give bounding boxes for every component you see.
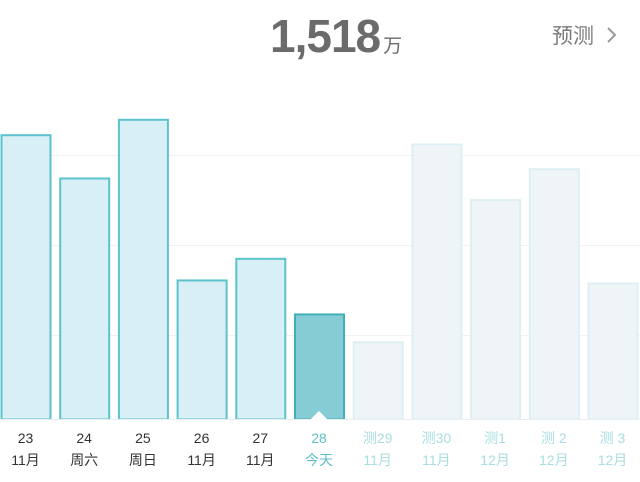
bar-6[interactable]	[352, 341, 404, 420]
tick-label-6: 测29 11月	[348, 420, 408, 471]
tick-label-9: 测 2 12月	[524, 420, 584, 471]
tick-label-8: 测1 12月	[465, 420, 525, 471]
tick-sub: 12月	[597, 452, 628, 468]
tick-day: 23	[17, 430, 34, 446]
bar-0[interactable]	[0, 134, 52, 420]
tick-day: 26	[193, 430, 210, 446]
bar-2[interactable]	[117, 118, 169, 420]
tick-label-4: 27 11月	[230, 420, 290, 471]
x-axis-ticks: 23 11月 24 周六 25 周日 26 11月 27 11月 28 今天 测29 11月 测30 11月测…	[0, 420, 640, 482]
tick-sub: 周日	[128, 452, 157, 468]
tick-day: 测29	[362, 430, 393, 446]
tick-day: 测30	[421, 430, 452, 446]
bar-9[interactable]	[528, 168, 580, 420]
tick-sub: 11月	[187, 452, 216, 468]
bar-chart	[0, 118, 640, 420]
tick-day: 27	[252, 430, 269, 446]
tick-sub: 12月	[539, 452, 569, 468]
bar-3[interactable]	[176, 279, 228, 420]
tick-label-2: 25 周日	[113, 420, 173, 471]
bar-4[interactable]	[235, 257, 287, 420]
bar-8[interactable]	[470, 199, 522, 420]
forecast-label: 预测	[552, 25, 594, 48]
tick-sub: 11月	[363, 452, 392, 468]
tick-label-0: 23 11月	[0, 420, 56, 471]
tick-day: 28	[311, 430, 327, 446]
bar-7[interactable]	[411, 143, 463, 420]
chevron-right-icon	[607, 27, 617, 43]
tick-day: 测 3	[599, 430, 626, 446]
tick-sub: 11月	[246, 452, 275, 468]
tick-label-7: 测30 11月	[406, 420, 466, 471]
tick-day: 测1	[484, 430, 506, 446]
tick-label-5: 28 今天	[289, 420, 349, 471]
tick-label-3: 26 11月	[172, 420, 232, 471]
header: 1,518 万 预测	[0, 0, 640, 80]
tick-sub: 11月	[11, 452, 40, 468]
bar-10[interactable]	[587, 282, 639, 420]
tick-sub: 11月	[422, 452, 451, 468]
tick-day: 测 2	[540, 430, 567, 446]
total-value: 1,518	[270, 10, 381, 62]
tick-label-10: 测 3 12月	[583, 420, 640, 471]
tick-label-1: 24 周六	[54, 420, 114, 471]
tick-sub: 周六	[70, 452, 99, 468]
tick-day: 24	[76, 430, 92, 446]
total-unit: 万	[383, 36, 403, 57]
today-pointer	[310, 411, 328, 420]
bar-5[interactable]	[294, 313, 345, 420]
tick-sub: 12月	[480, 452, 510, 468]
tick-day: 25	[135, 430, 151, 446]
tick-sub: 今天	[305, 452, 333, 468]
total-amount: 1,518 万	[270, 8, 402, 64]
bars	[0, 118, 639, 420]
forecast-link[interactable]: 预测	[552, 20, 618, 50]
bar-1[interactable]	[59, 177, 111, 420]
